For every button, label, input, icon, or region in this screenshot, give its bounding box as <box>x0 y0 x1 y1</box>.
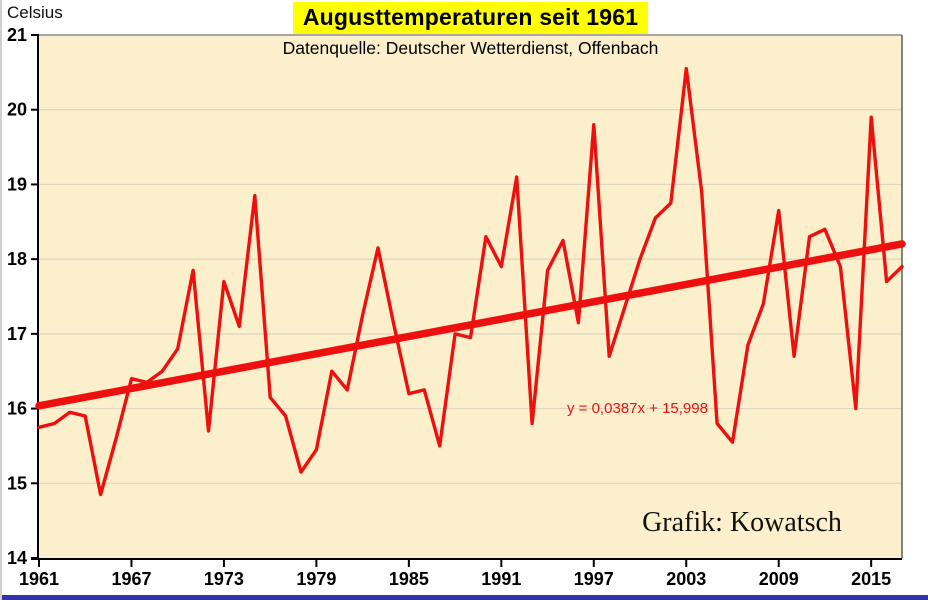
chart-title-text: Augusttemperaturen seit 1961 <box>292 2 649 34</box>
y-axis-unit-label: Celsius <box>7 3 63 22</box>
x-tick-label: 2015 <box>851 569 891 589</box>
chart-title: Augusttemperaturen seit 1961 <box>39 2 902 34</box>
y-tick-label: 16 <box>7 399 27 419</box>
x-tick-label: 2009 <box>759 569 799 589</box>
x-tick-label: 1991 <box>481 569 521 589</box>
x-tick-label: 1967 <box>111 569 151 589</box>
chart-subtitle: Datenquelle: Deutscher Wetterdienst, Off… <box>283 38 659 58</box>
x-tick-label: 1985 <box>389 569 429 589</box>
trend-equation-label: y = 0,0387x + 15,998 <box>567 400 708 417</box>
x-tick-label: 1997 <box>574 569 614 589</box>
x-tick-label: 1973 <box>204 569 244 589</box>
bottom-border-bar <box>2 595 928 600</box>
x-tick-label: 1961 <box>19 569 59 589</box>
trend-line <box>35 240 906 410</box>
y-tick-label: 20 <box>7 100 27 120</box>
y-tick-label: 14 <box>7 548 27 568</box>
y-tick-label: 21 <box>7 25 27 45</box>
y-tick-label: 19 <box>7 174 27 194</box>
credit-label: Grafik: Kowatsch <box>642 507 842 538</box>
x-tick-label: 2003 <box>666 569 706 589</box>
temperature-line <box>37 66 904 497</box>
x-tick-label: 1979 <box>296 569 336 589</box>
plot-area <box>39 35 902 558</box>
y-tick-label: 17 <box>7 324 27 344</box>
y-tick-label: 18 <box>7 249 27 269</box>
y-tick-label: 15 <box>7 473 27 493</box>
